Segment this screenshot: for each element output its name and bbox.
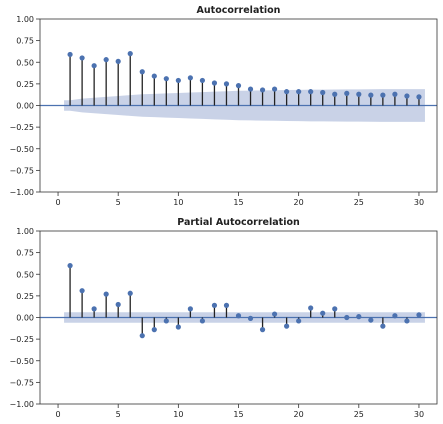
acf-marker-lag-9 <box>163 76 169 82</box>
pacf-marker-lag-3 <box>91 306 97 312</box>
acf-marker-lag-4 <box>103 57 109 63</box>
pacf-marker-lag-9 <box>163 318 169 324</box>
pacf-ytick-label: −0.50 <box>9 357 34 366</box>
pacf-marker-lag-12 <box>199 318 206 324</box>
pacf-ytick-label: 1.00 <box>16 227 34 236</box>
pacf-ytick-label: 0.25 <box>16 292 34 301</box>
acf-xtick-label: 0 <box>55 198 60 207</box>
acf-marker-lag-10 <box>175 77 181 84</box>
acf-marker-lag-25 <box>356 91 362 97</box>
acf-ytick-label: −0.50 <box>9 145 34 154</box>
pacf-marker-lag-29 <box>404 318 410 324</box>
acf-marker-lag-23 <box>332 91 338 97</box>
pacf-marker-lag-13 <box>211 302 218 308</box>
acf-marker-lag-14 <box>223 81 230 87</box>
acf-ytick-label: 0.75 <box>16 37 34 46</box>
pacf-ytick-label: 0.00 <box>16 314 34 323</box>
pacf-marker-lag-4 <box>103 291 109 297</box>
pacf-marker-lag-16 <box>247 315 254 321</box>
pacf-marker-lag-18 <box>271 311 278 317</box>
pacf-xtick-label: 10 <box>173 410 183 419</box>
pacf-marker-lag-19 <box>284 323 290 329</box>
acf-marker-lag-28 <box>392 91 398 97</box>
pacf-xtick-label: 20 <box>294 410 304 419</box>
acf-marker-lag-13 <box>211 80 218 86</box>
pacf-marker-lag-14 <box>223 302 230 308</box>
pacf-marker-lag-5 <box>115 301 121 308</box>
acf-xtick-label: 25 <box>354 198 364 207</box>
pacf-plot: 1.00 0.75 0.50 0.25 0.00 −0.25 −0.50 −0.75 −1.00… <box>9 217 438 419</box>
pacf-marker-lag-21 <box>308 305 314 311</box>
pacf-ytick-label: −0.75 <box>9 378 34 387</box>
acf-xtick-label: 15 <box>233 198 243 207</box>
pacf-xtick-label: 30 <box>414 410 424 419</box>
acf-marker-lag-30 <box>416 94 422 100</box>
acf-marker-lag-2 <box>79 55 85 61</box>
acf-ytick-label: 1.00 <box>16 15 34 24</box>
pacf-marker-lag-10 <box>175 324 181 330</box>
acf-xtick-label: 20 <box>294 198 304 207</box>
acf-marker-lag-22 <box>320 89 326 96</box>
acf-marker-lag-21 <box>308 89 314 95</box>
pacf-marker-lag-6 <box>127 290 133 296</box>
acf-ytick-label: 0.50 <box>16 58 34 67</box>
acf-xtick-label: 5 <box>116 198 121 207</box>
pacf-xtick-label: 5 <box>116 410 121 419</box>
pacf-xtick-label: 25 <box>354 410 364 419</box>
acf-marker-lag-27 <box>380 92 386 98</box>
acf-marker-lag-6 <box>127 51 133 57</box>
pacf-marker-lag-1 <box>67 263 73 269</box>
acf-plot: 1.00 0.75 0.50 0.25 0.00 −0.25 −0.50 −0.75 −1.00… <box>9 5 438 207</box>
acf-marker-lag-7 <box>139 69 145 75</box>
acf-marker-lag-26 <box>368 92 374 98</box>
pacf-marker-lag-27 <box>380 323 386 329</box>
acf-xtick-label: 30 <box>414 198 424 207</box>
acf-marker-lag-17 <box>259 87 266 93</box>
pacf-marker-lag-2 <box>79 288 85 294</box>
pacf-marker-lag-15 <box>235 313 242 319</box>
pacf-ytick-label: 0.75 <box>16 249 34 258</box>
acf-marker-lag-12 <box>199 77 206 84</box>
acf-ytick-label: −0.75 <box>9 166 34 175</box>
pacf-chart-title: Partial Autocorrelation <box>177 217 300 228</box>
acf-marker-lag-20 <box>296 89 302 95</box>
pacf-marker-lag-23 <box>332 306 338 312</box>
acf-marker-lag-19 <box>284 89 290 95</box>
acf-marker-lag-24 <box>344 90 350 96</box>
pacf-ytick-label: −0.25 <box>9 335 34 344</box>
pacf-xtick-label: 0 <box>55 410 60 419</box>
pacf-ytick-label: −1.00 <box>9 400 34 409</box>
acf-marker-lag-11 <box>187 75 193 81</box>
pacf-xtick-label: 15 <box>233 410 243 419</box>
acf-marker-lag-15 <box>235 83 242 89</box>
acf-ytick-label: 0.00 <box>16 102 34 111</box>
acf-xtick-label: 10 <box>173 198 183 207</box>
acf-ytick-label: 0.25 <box>16 80 34 89</box>
acf-ytick-label: −1.00 <box>9 188 34 197</box>
acf-marker-lag-29 <box>404 93 410 99</box>
acf-marker-lag-8 <box>151 73 157 79</box>
acf-marker-lag-5 <box>115 58 121 64</box>
pacf-marker-lag-8 <box>151 327 157 333</box>
acf-chart-title: Autocorrelation <box>197 5 281 16</box>
pacf-marker-lag-28 <box>392 313 398 319</box>
pacf-marker-lag-17 <box>259 327 266 333</box>
acf-ytick-label: −0.25 <box>9 123 34 132</box>
pacf-marker-lag-30 <box>416 312 422 318</box>
pacf-marker-lag-20 <box>296 318 302 324</box>
pacf-marker-lag-26 <box>368 317 374 323</box>
acf-marker-lag-1 <box>67 51 73 58</box>
acf-marker-lag-16 <box>247 86 254 92</box>
pacf-ytick-label: 0.50 <box>16 270 34 279</box>
acf-marker-lag-3 <box>91 63 97 69</box>
pacf-marker-lag-24 <box>344 314 350 321</box>
pacf-marker-lag-22 <box>320 310 326 316</box>
acf-marker-lag-18 <box>271 86 278 92</box>
pacf-marker-lag-7 <box>139 333 145 339</box>
pacf-marker-lag-25 <box>356 314 362 320</box>
pacf-marker-lag-11 <box>187 306 193 312</box>
